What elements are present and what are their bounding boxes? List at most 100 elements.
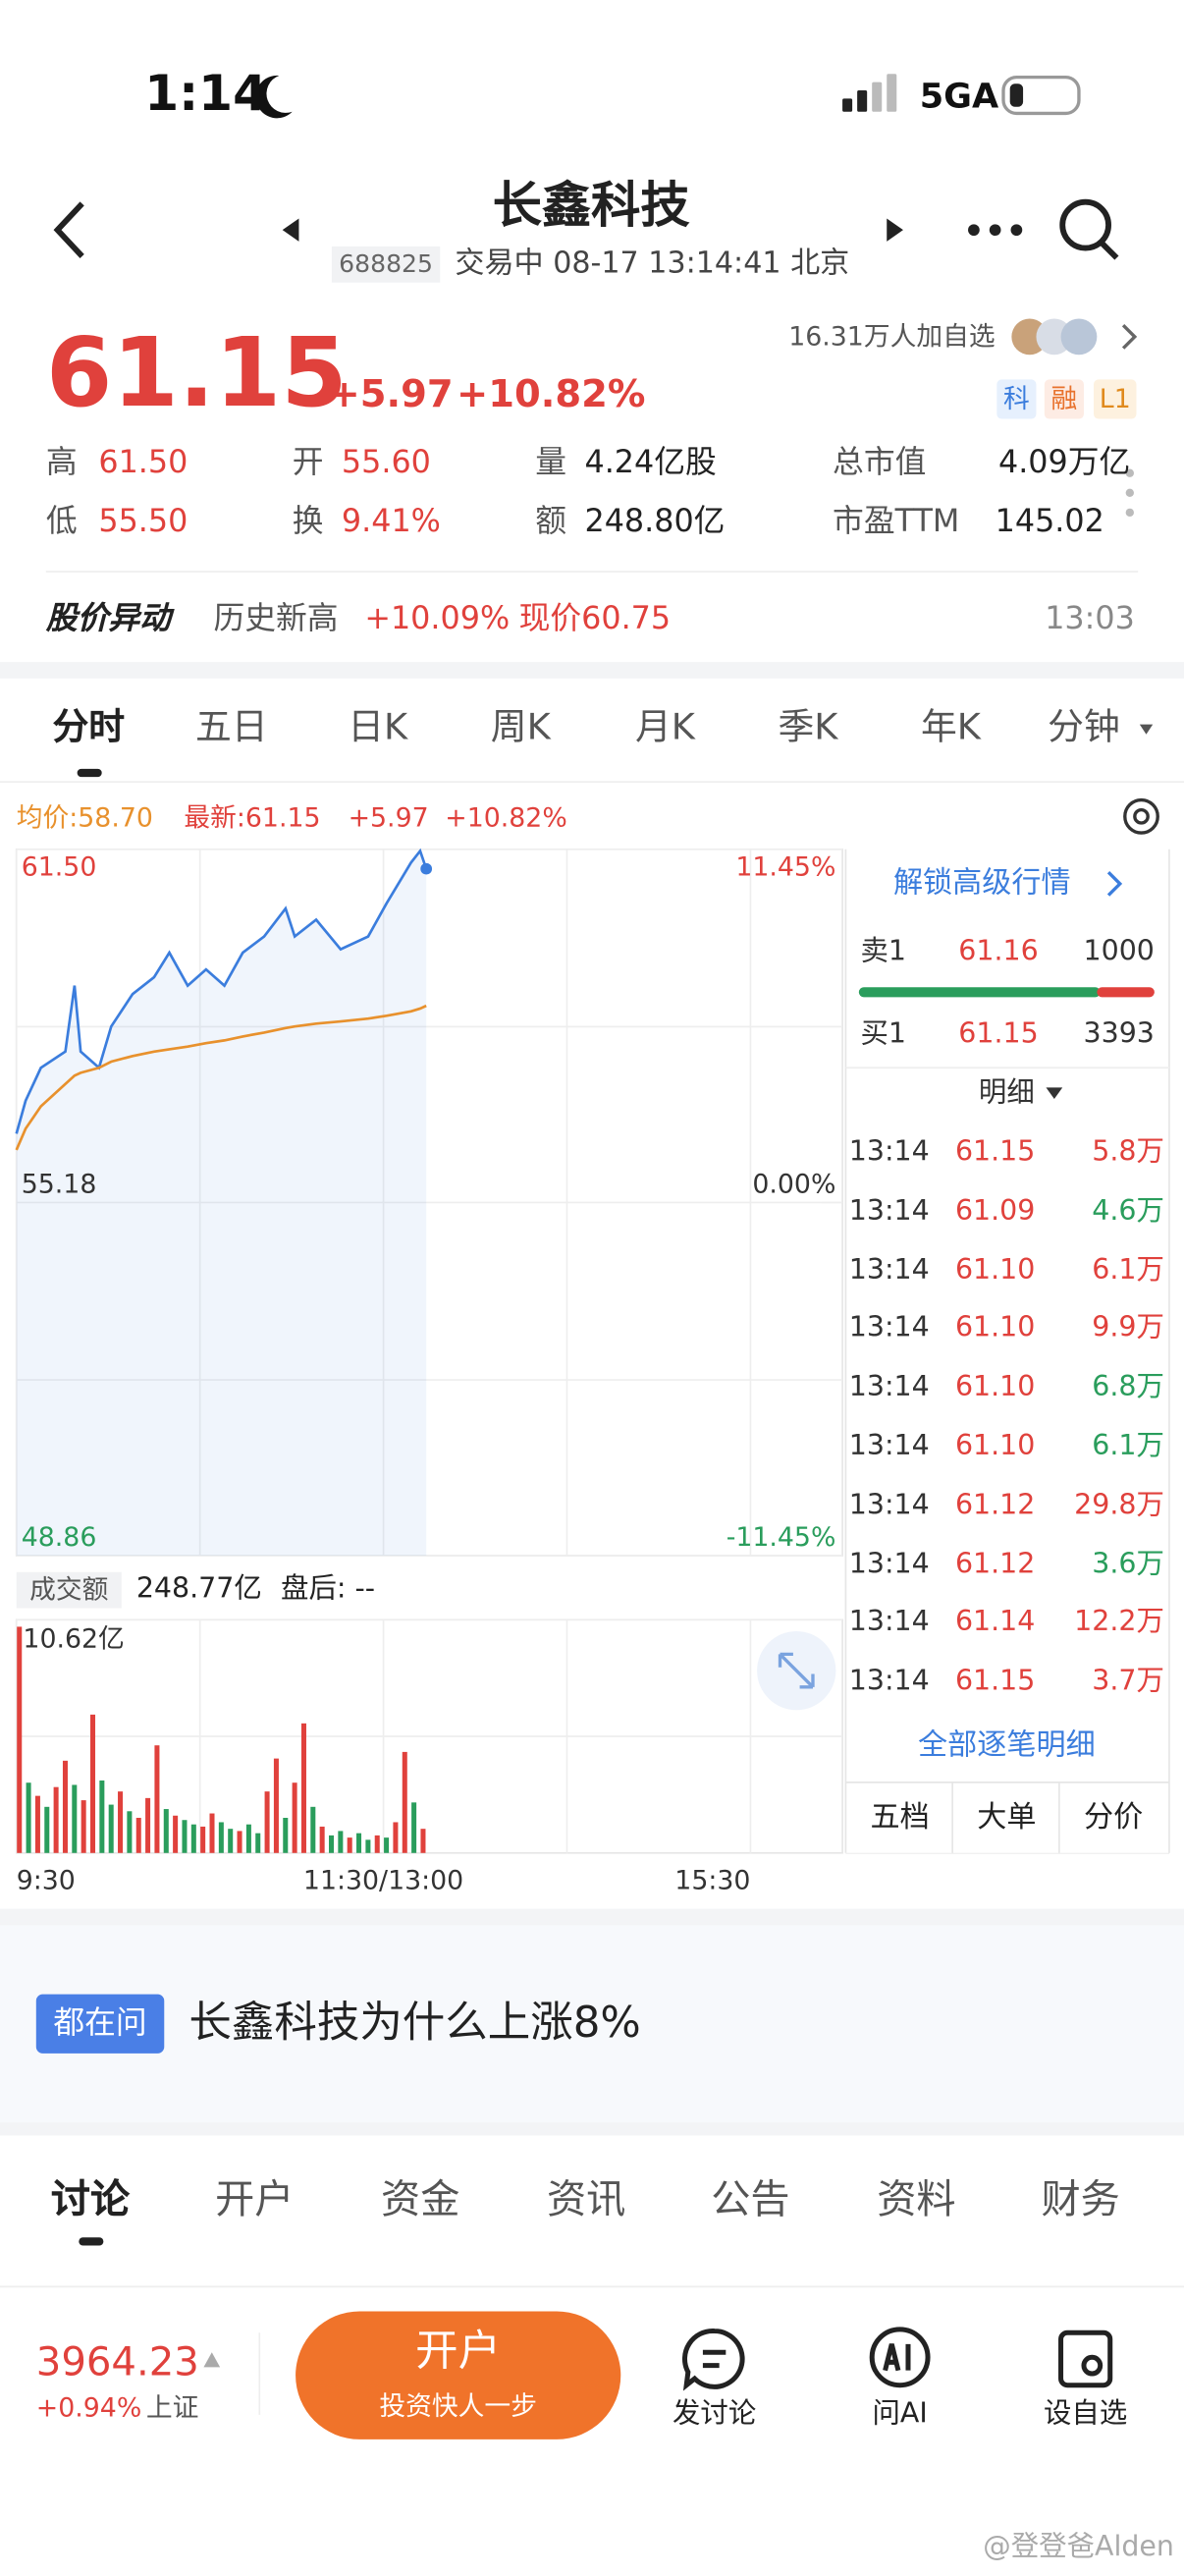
action-label[interactable]: 发讨论: [672, 2397, 757, 2431]
separator: [845, 1852, 1169, 1854]
trade-time: 13:14: [848, 1430, 930, 1463]
volume-bar: [127, 1811, 133, 1853]
period-tab[interactable]: 年K: [921, 707, 981, 749]
all-trades-link[interactable]: 全部逐笔明细: [918, 1727, 1096, 1763]
y2-tick-label: 0.00%: [752, 1168, 836, 1200]
content-tab[interactable]: 财务: [1041, 2176, 1120, 2223]
volume-label-bg: [16, 1571, 122, 1609]
y-tick-label: 61.50: [21, 850, 97, 883]
unlock-link[interactable]: 解锁高级行情: [892, 865, 1071, 901]
open-account[interactable]: 开户: [415, 2328, 502, 2378]
watch-arrow[interactable]: [1121, 324, 1138, 350]
period-tab[interactable]: 月K: [634, 707, 695, 749]
volume-bar: [402, 1751, 407, 1853]
volume-bar: [163, 1809, 169, 1853]
index-name: 上证: [145, 2391, 199, 2424]
discuss-icon[interactable]: [681, 2329, 745, 2391]
tag-bg: [1044, 379, 1084, 419]
content-tab[interactable]: 资料: [877, 2176, 956, 2223]
divider-band: [0, 2122, 1184, 2136]
alert-time: 13:03: [1045, 600, 1135, 637]
avatars: [1011, 318, 1098, 356]
network: 5GA: [919, 76, 999, 116]
trade-price: 61.12: [954, 1488, 1036, 1522]
ai-icon[interactable]: [869, 2327, 931, 2388]
watchers[interactable]: 16.31万人加自选: [788, 320, 996, 352]
volume-bar: [26, 1782, 31, 1853]
watchlist-icon[interactable]: [1058, 2329, 1113, 2388]
volume-bar: [135, 1817, 141, 1853]
next-stock[interactable]: [887, 218, 903, 242]
book-volume: 3393: [1083, 1017, 1155, 1051]
period-tab[interactable]: 分时: [52, 707, 126, 749]
alert-text: 历史新高: [213, 600, 339, 637]
book-tab[interactable]: 大单: [977, 1800, 1037, 1836]
settings-button[interactable]: [1123, 797, 1159, 835]
volume-bar: [255, 1833, 261, 1853]
volume-bar: [283, 1817, 289, 1853]
book-tab[interactable]: 分价: [1083, 1800, 1144, 1836]
volume-bar: [145, 1797, 151, 1853]
open-account-button[interactable]: [296, 2311, 621, 2439]
volume-bar: [81, 1800, 86, 1853]
book-label: 卖1: [860, 935, 907, 969]
period-tab[interactable]: 分钟: [1048, 707, 1120, 749]
book-price: 61.15: [958, 1017, 1039, 1051]
more-button[interactable]: [968, 224, 1023, 237]
trade-price: 61.12: [954, 1547, 1036, 1581]
alert-label: 股价异动: [45, 600, 171, 637]
price: 61.15: [45, 316, 348, 429]
tag: 科: [1002, 382, 1030, 414]
price-area: [16, 850, 427, 1557]
trade-price: 61.14: [954, 1606, 1036, 1640]
content-tab[interactable]: 讨论: [50, 2176, 131, 2223]
question-text[interactable]: 长鑫科技为什么上涨8%: [188, 1999, 641, 2049]
prev-stock[interactable]: [282, 218, 299, 242]
change: +5.97: [328, 373, 454, 417]
volume-bar: [228, 1829, 234, 1853]
volume-bar: [393, 1822, 399, 1853]
content-tab[interactable]: 资金: [381, 2176, 460, 2223]
trade-volume: 3.7万: [1092, 1665, 1164, 1699]
period-tab[interactable]: 五日: [195, 707, 268, 749]
stock-name: 长鑫科技: [492, 177, 690, 236]
bid-ask-bar: [1097, 987, 1155, 998]
action-label[interactable]: 问AI: [872, 2397, 928, 2431]
content-tab[interactable]: 开户: [215, 2176, 295, 2223]
volume-bar: [17, 1626, 23, 1853]
tab-indicator: [79, 2237, 104, 2246]
period-tab[interactable]: 日K: [348, 707, 408, 749]
y-tick-label: 55.18: [21, 1168, 97, 1200]
stats-more[interactable]: [1125, 468, 1134, 518]
detail-toggle[interactable]: 明细: [978, 1076, 1035, 1110]
volume-title: 成交额: [29, 1573, 109, 1606]
trade-status: 交易中 08-17 13:14:41 北京: [455, 246, 850, 282]
volume-bar: [420, 1829, 426, 1853]
action-label[interactable]: 设自选: [1043, 2397, 1128, 2431]
y-tick-label: 10.62亿: [23, 1622, 125, 1655]
volume-bar: [154, 1745, 160, 1853]
detail-caret: [1046, 1087, 1063, 1100]
volume-bar: [190, 1824, 196, 1853]
trade-volume: 4.6万: [1092, 1194, 1164, 1228]
search-button[interactable]: [1059, 198, 1119, 260]
book-tab[interactable]: 五档: [870, 1800, 930, 1836]
volume-bar: [411, 1802, 417, 1853]
content-tab[interactable]: 资讯: [547, 2176, 626, 2223]
stock-code: 688825: [339, 248, 433, 279]
stat-label: 量: [535, 444, 567, 481]
period-tab[interactable]: 周K: [490, 707, 551, 749]
stat-label: 低: [45, 503, 78, 540]
book-volume: 1000: [1083, 935, 1155, 969]
volume-bar: [173, 1815, 179, 1853]
latest-change: +5.97: [348, 801, 429, 834]
period-tab[interactable]: 季K: [778, 707, 838, 749]
x-tick-label: 15:30: [674, 1864, 751, 1896]
trade-volume: 6.8万: [1092, 1371, 1164, 1404]
content-tab[interactable]: 公告: [711, 2176, 790, 2223]
stat-value: 4.24亿股: [584, 444, 717, 481]
back-button[interactable]: [53, 201, 84, 258]
volume-bar: [374, 1835, 380, 1853]
watermark: @登登爸Alden: [983, 2530, 1174, 2564]
trade-price: 61.10: [954, 1312, 1036, 1345]
